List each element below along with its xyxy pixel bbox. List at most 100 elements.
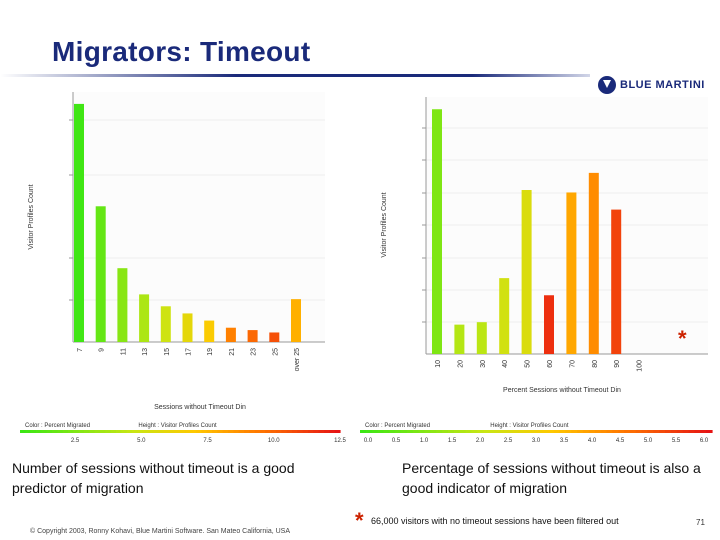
legend-gradient-segment — [395, 430, 402, 433]
logo-icon — [598, 76, 616, 94]
legend-gradient-segment — [57, 430, 64, 433]
legend-scale-label: 0.0 — [364, 438, 373, 444]
legend-gradient-segment — [424, 430, 431, 433]
x-tick-label: 21 — [229, 348, 236, 356]
legend-gradient-segment — [477, 430, 484, 433]
legend-gradient-segment — [164, 430, 170, 433]
bar — [611, 209, 622, 354]
legend-gradient-segment — [254, 430, 261, 433]
legend-gradient-segment — [588, 430, 596, 433]
bar — [74, 103, 84, 343]
right-caption: Percentage of sessions without timeout i… — [402, 460, 701, 496]
x-axis-title: Sessions without Timeout Din — [154, 404, 246, 411]
legend-gradient-segment — [536, 430, 543, 433]
bar — [432, 109, 442, 354]
legend-gradient-segment — [286, 430, 293, 433]
y-axis-title: Visitor Profiles Count — [28, 184, 35, 249]
bar — [225, 327, 236, 342]
legend-gradient-segment — [389, 430, 396, 433]
legend-scale-label: 12.5 — [334, 438, 346, 444]
legend-gradient-segment — [62, 430, 69, 433]
x-tick-label: 40 — [502, 360, 509, 368]
bar — [95, 206, 106, 342]
legend-gradient-segment — [217, 430, 224, 433]
legend-gradient-segment — [700, 430, 707, 433]
x-tick-label: 15 — [164, 348, 171, 356]
legend-gradient-segment — [624, 430, 631, 433]
legend-gradient-segment — [281, 430, 288, 433]
legend-gradient-segment — [682, 430, 690, 433]
legend-gradient-segment — [676, 430, 684, 433]
legend-gradient-segment — [308, 430, 314, 433]
bar — [204, 320, 215, 342]
legend-gradient-segment — [694, 430, 701, 433]
x-tick-label: 23 — [251, 348, 258, 356]
legend-gradient-segment — [132, 430, 138, 433]
legend-gradient-segment — [377, 430, 385, 433]
bar — [182, 313, 193, 342]
legend-gradient-segment — [541, 430, 549, 433]
bar — [454, 324, 465, 354]
legend-gradient-segment — [105, 430, 112, 433]
legend-gradient-segment — [126, 430, 133, 433]
legend-scale-label: 3.5 — [560, 438, 569, 444]
bar — [588, 172, 599, 354]
legend-gradient-segment — [706, 430, 713, 433]
legend-gradient-segment — [582, 430, 590, 433]
legend-gradient-segment — [606, 430, 613, 433]
x-tick-label: 90 — [614, 360, 621, 368]
x-tick-label: 10 — [435, 360, 442, 368]
legend-scale-label: 2.5 — [71, 438, 80, 444]
y-axis-title: Visitor Profiles Count — [381, 192, 388, 257]
legend-gradient-segment — [153, 430, 160, 433]
legend-gradient-segment — [665, 430, 672, 433]
legend-gradient-segment — [297, 430, 304, 433]
legend-gradient-segment — [618, 430, 625, 433]
x-tick-label: 60 — [547, 360, 554, 368]
bar — [291, 299, 301, 342]
legend-gradient-segment — [489, 430, 496, 433]
legend-gradient-segment — [430, 430, 437, 433]
legend-gradient-segment — [238, 430, 245, 433]
x-tick-label: over 25 — [294, 348, 301, 371]
legend-gradient-segment — [89, 430, 96, 433]
legend-gradient-segment — [190, 430, 197, 433]
legend-color-label: Color : Percent Migrated — [365, 423, 430, 429]
legend-gradient-segment — [553, 430, 561, 433]
legend-gradient-segment — [68, 430, 74, 433]
legend-gradient-segment — [137, 430, 144, 433]
legend-scale-label: 5.0 — [644, 438, 653, 444]
legend-gradient-segment — [233, 430, 240, 433]
x-tick-label: 20 — [457, 360, 464, 368]
legend-gradient-segment — [442, 430, 449, 433]
legend-gradient-segment — [471, 430, 478, 433]
bar — [269, 332, 280, 342]
legend-scale-label: 1.0 — [420, 438, 429, 444]
legend-gradient-segment — [518, 430, 525, 433]
legend-gradient-segment — [212, 430, 218, 433]
bar — [117, 268, 128, 342]
legend-gradient-segment — [500, 430, 508, 433]
legend-scale-label: 1.5 — [448, 438, 457, 444]
legend-gradient-segment — [653, 430, 660, 433]
right-chart: 10 20 30 40 50 60 70 80 90 100 Visitor Profiles Co… — [360, 97, 713, 444]
legend-gradient-segment — [185, 430, 192, 433]
legend-scale-label: 5.5 — [672, 438, 681, 444]
legend-gradient-segment — [318, 430, 325, 433]
legend-gradient-segment — [142, 430, 149, 433]
legend-gradient-segment — [459, 430, 467, 433]
legend-gradient-segment — [110, 430, 117, 433]
legend-gradient-segment — [206, 430, 213, 433]
x-tick-label: 25 — [272, 348, 279, 356]
legend-gradient-segment — [659, 430, 666, 433]
legend-gradient-segment — [41, 430, 48, 433]
slide-title: Migrators: Timeout — [52, 36, 311, 67]
legend-gradient-segment — [506, 430, 514, 433]
logo-text: BLUE MARTINI — [620, 79, 705, 91]
legend-gradient-segment — [612, 430, 619, 433]
x-axis-title: Percent Sessions without Timeout Din — [503, 387, 621, 394]
legend-gradient-segment — [169, 430, 176, 433]
legend-gradient-segment — [276, 430, 282, 433]
legend-gradient-segment — [494, 430, 502, 433]
legend-gradient-segment — [418, 430, 426, 433]
